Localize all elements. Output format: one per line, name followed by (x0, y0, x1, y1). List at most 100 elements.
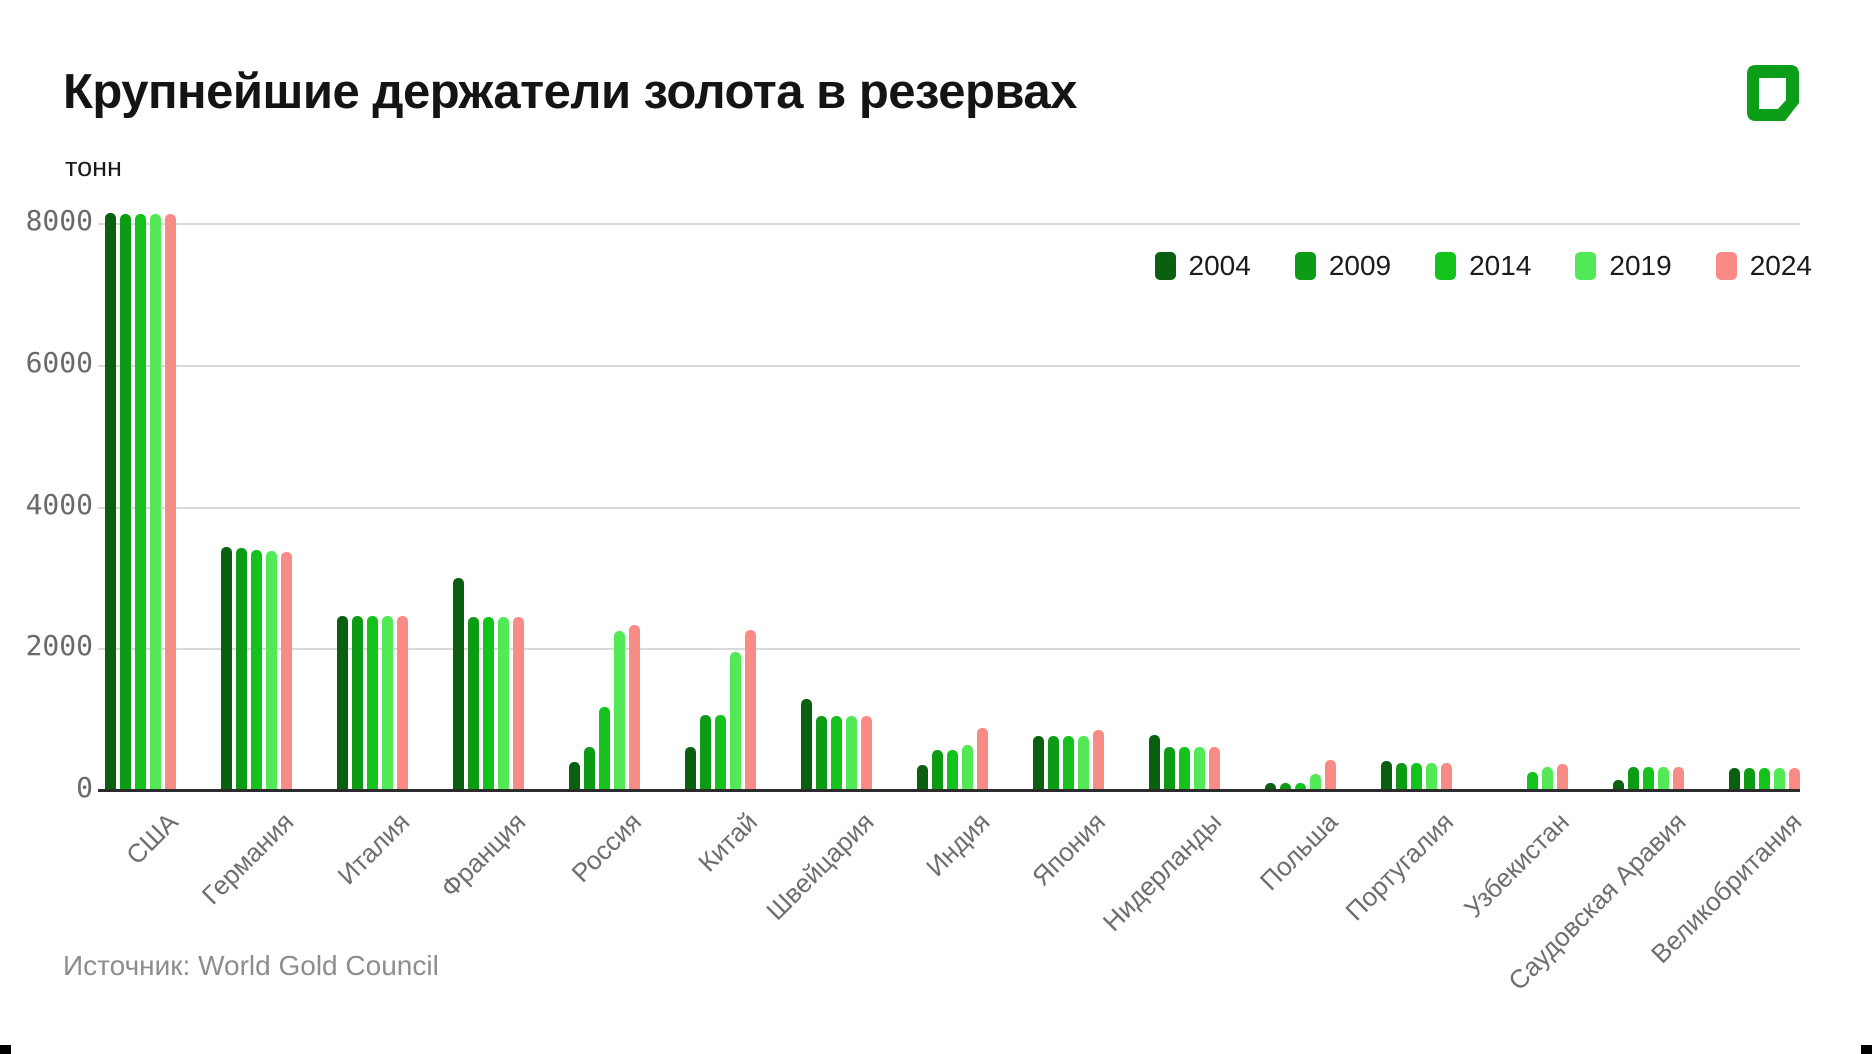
bar-Япония-2024 (1093, 730, 1104, 790)
bar-США-2014 (135, 214, 146, 790)
bar-Россия-2014 (599, 707, 610, 790)
bar-Индия-2004 (917, 765, 928, 790)
y-tick-label-0: 0 (76, 771, 93, 804)
bar-Франция-2014 (483, 617, 494, 790)
bar-group-Италия (337, 169, 408, 790)
bar-Индия-2019 (962, 745, 973, 790)
bar-Китай-2014 (715, 715, 726, 790)
x-tick-label-Швейцария: Швейцария (759, 806, 880, 926)
gridline-4000 (98, 506, 1800, 509)
bar-США-2019 (150, 214, 161, 790)
bar-group-Португалия (1381, 169, 1452, 790)
bar-group-Швейцария (801, 169, 872, 790)
bar-Великобритания-2024 (1789, 768, 1800, 790)
corner-mark-right (1861, 1045, 1872, 1054)
bar-Россия-2024 (629, 625, 640, 790)
gridline-8000 (98, 223, 1800, 225)
source-note: Источник: World Gold Council (63, 950, 439, 981)
bar-Польша-2024 (1325, 760, 1336, 790)
bar-Франция-2004 (453, 578, 464, 790)
bar-Германия-2009 (236, 548, 247, 790)
x-tick-label-Португалия: Португалия (1339, 806, 1460, 927)
x-tick-label-Нидерланды: Нидерланды (1096, 806, 1228, 937)
bar-Россия-2009 (584, 747, 595, 790)
x-tick-label-Германия: Германия (195, 806, 300, 911)
bar-Саудовская Аравия-2024 (1673, 767, 1684, 790)
bar-group-Франция (453, 169, 524, 790)
y-tick-label-8000: 8000 (25, 204, 93, 237)
x-tick-label-Узбекистан: Узбекистан (1458, 806, 1576, 924)
bar-США-2024 (165, 214, 176, 790)
legend-swatch-2009 (1294, 252, 1316, 280)
bar-Германия-2004 (221, 547, 232, 790)
bar-Япония-2009 (1048, 736, 1059, 790)
bar-Япония-2014 (1063, 736, 1074, 790)
bar-Италия-2009 (352, 616, 363, 790)
x-tick-label-Италия: Италия (331, 806, 416, 891)
legend-label-2014: 2014 (1469, 250, 1532, 281)
bar-США-2009 (120, 214, 131, 790)
bar-Польша-2009 (1280, 783, 1291, 790)
bar-Узбекистан-2014 (1527, 772, 1538, 790)
x-tick-label-Польша: Польша (1253, 806, 1344, 897)
bar-group-Нидерланды (1149, 169, 1220, 790)
bar-group-Россия (569, 169, 640, 790)
x-tick-label-Франция: Франция (434, 806, 532, 904)
legend-item-2009: 2009 (1294, 250, 1392, 282)
bar-Китай-2019 (730, 652, 741, 790)
bar-Италия-2014 (367, 616, 378, 790)
legend-item-2004: 2004 (1154, 250, 1251, 282)
gridline-6000 (98, 364, 1800, 367)
bar-Нидерланды-2014 (1179, 747, 1190, 790)
bar-Франция-2019 (498, 617, 509, 790)
bar-Португалия-2019 (1426, 763, 1437, 790)
x-tick-label-Китай: Китай (692, 806, 764, 878)
bar-Италия-2019 (382, 616, 393, 790)
x-axis-line (98, 789, 1800, 792)
bar-Польша-2004 (1265, 783, 1276, 790)
bar-Португалия-2009 (1396, 763, 1407, 790)
bars-row (105, 169, 1800, 790)
legend-label-2019: 2019 (1609, 250, 1672, 281)
x-tick-label-США: США (119, 806, 184, 871)
legend-label-2004: 2004 (1188, 250, 1251, 281)
bar-Германия-2019 (266, 551, 277, 790)
bar-Саудовская Аравия-2009 (1628, 767, 1639, 790)
legend-swatch-2014 (1435, 252, 1457, 280)
bar-Китай-2004 (685, 747, 696, 790)
x-tick-label-Япония: Япония (1026, 806, 1112, 892)
bar-Япония-2004 (1033, 736, 1044, 790)
unit-label: тонн (65, 152, 122, 182)
bar-Великобритания-2019 (1774, 768, 1785, 790)
bar-group-Индия (917, 169, 988, 790)
bar-Франция-2009 (468, 617, 479, 790)
legend-swatch-2004 (1154, 252, 1176, 280)
bar-Узбекистан-2024 (1557, 764, 1568, 790)
bar-Саудовская Аравия-2004 (1613, 780, 1624, 790)
bar-group-Узбекистан (1497, 169, 1568, 790)
bar-Узбекистан-2019 (1542, 767, 1553, 790)
bar-Нидерланды-2004 (1149, 735, 1160, 790)
x-tick-label-Индия: Индия (919, 806, 996, 883)
bar-group-США (105, 169, 176, 790)
legend: 2004 2009 2014 2019 2024 (1154, 250, 1812, 282)
bar-Германия-2024 (281, 552, 292, 790)
bar-group-Польша (1265, 169, 1336, 790)
bar-Китай-2009 (700, 715, 711, 790)
bar-Великобритания-2014 (1759, 768, 1770, 790)
bar-Нидерланды-2024 (1209, 747, 1220, 790)
bar-Швейцария-2009 (816, 716, 827, 790)
legend-label-2009: 2009 (1328, 250, 1392, 281)
bar-Португалия-2014 (1411, 763, 1422, 790)
bar-group-Саудовская Аравия (1613, 169, 1684, 790)
y-tick-label-4000: 4000 (25, 487, 93, 521)
bar-Индия-2009 (932, 750, 943, 790)
bar-США-2004 (105, 213, 116, 790)
bar-Индия-2014 (947, 750, 958, 790)
legend-item-2014: 2014 (1435, 250, 1531, 282)
bar-Португалия-2004 (1381, 761, 1392, 790)
y-tick-label-6000: 6000 (25, 345, 93, 379)
bar-Польша-2019 (1310, 774, 1321, 790)
bar-group-Великобритания (1729, 169, 1800, 790)
bar-Италия-2004 (337, 616, 348, 790)
